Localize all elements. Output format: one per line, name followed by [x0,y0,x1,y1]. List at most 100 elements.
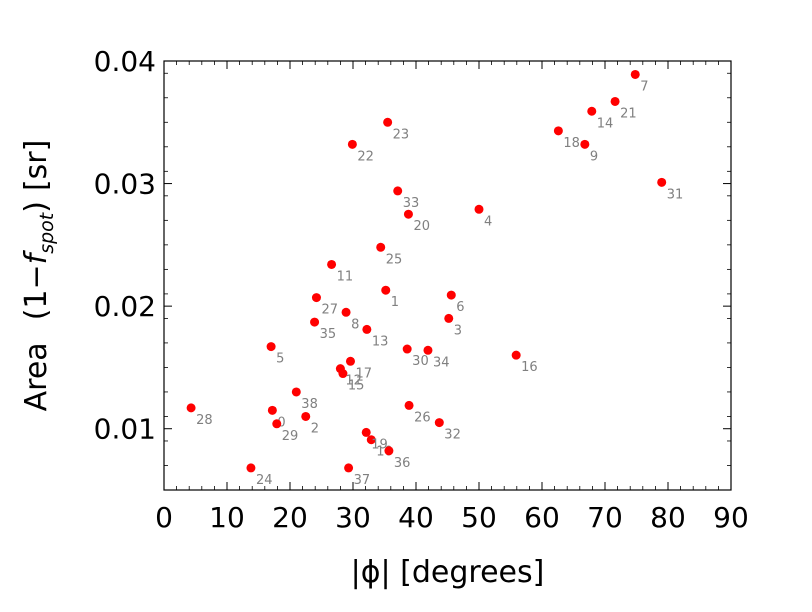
y-tick-label: 0.04 [94,45,156,78]
data-point [610,96,620,106]
y-axis-title: Area(1−fspot)[sr] [19,140,58,412]
data-point [344,463,354,473]
y-axis-title-sub: spot [36,211,58,254]
point-label: 32 [444,428,461,443]
x-tick-label: 80 [650,501,686,534]
x-tick-label: 50 [461,501,497,534]
point-label: 5 [276,352,284,367]
point-label: 12 [345,374,362,389]
data-point [341,307,351,317]
x-tick-label: 0 [155,501,173,534]
data-point [186,403,196,413]
y-axis-title-prefix: Area [19,342,54,411]
data-points: 0123456789101112131415161718192021222324… [186,69,684,488]
point-label: 31 [667,187,684,202]
point-label: 14 [597,116,614,131]
data-point [327,259,337,269]
point-label: 26 [414,410,431,425]
point-label: 29 [282,429,299,444]
point-label: 25 [386,252,403,267]
data-point [383,117,393,127]
plot-frame [163,60,732,491]
data-point [474,204,484,214]
x-tick-label: 20 [272,501,308,534]
point-label: 9 [590,149,598,164]
data-point [404,400,414,410]
data-point [267,405,277,415]
point-label: 21 [620,106,637,121]
point-label: 15 [348,379,365,394]
point-label: 13 [372,334,389,349]
y-tick-label: 0.01 [94,413,156,446]
data-point [423,345,433,355]
x-axis-title: |ϕ| [degrees] [351,555,545,590]
x-tick-label: 60 [524,501,560,534]
data-point [366,435,376,445]
data-point [338,369,348,379]
point-label: 16 [521,360,538,375]
data-point [444,313,454,323]
data-point [347,139,357,149]
y-tick-label: 0.03 [94,168,156,201]
point-label: 34 [433,355,450,370]
data-point [446,290,456,300]
point-label: 28 [196,413,213,428]
data-point [434,418,444,428]
data-point [310,317,320,327]
point-label: 6 [456,300,464,315]
point-label: 3 [454,323,462,338]
point-label: 27 [321,303,338,318]
data-point [587,106,597,116]
data-point [511,350,521,360]
data-point [393,186,403,196]
x-tick-label: 30 [335,501,371,534]
data-point [311,293,321,303]
data-point [246,463,256,473]
data-point [403,209,413,219]
point-label: 33 [403,196,420,211]
x-tick-label: 40 [398,501,434,534]
data-point [291,387,301,397]
point-label: 17 [355,366,372,381]
data-point [580,139,590,149]
point-label: 18 [563,136,580,151]
y-axis-title-suffix: [sr] [19,140,54,191]
data-point [272,419,282,429]
point-label: 1 [391,295,399,310]
data-point [553,126,563,136]
y-tick-label: 0.02 [94,290,156,323]
x-tick-label: 90 [713,501,749,534]
data-point [630,69,640,79]
point-label: 24 [256,473,273,488]
point-label: 35 [320,327,337,342]
point-label: 4 [484,214,492,229]
data-point [362,324,372,334]
x-axis-ticks: 0 10 20 30 40 50 60 70 80 90 [155,61,749,534]
data-point [345,356,355,366]
point-label: 7 [640,79,648,94]
point-label: 2 [311,421,319,436]
point-label: 8 [351,317,359,332]
x-tick-label: 10 [209,501,245,534]
point-label: 19 [371,437,388,452]
data-point [657,177,667,187]
point-label: 11 [337,269,354,284]
data-point [376,242,386,252]
y-axis-ticks: 0.01 0.02 0.03 0.04 [94,45,731,466]
point-label: 36 [394,456,411,471]
point-label: 22 [357,149,374,164]
data-point [402,344,412,354]
point-label: 23 [393,127,410,142]
data-point [381,285,391,295]
point-label: 38 [301,397,318,412]
x-tick-label: 70 [587,501,623,534]
y-axis-title-close: ) [19,201,54,213]
point-label: 20 [413,219,430,234]
point-label: 37 [354,473,371,488]
point-label: 30 [412,354,429,369]
data-point [266,342,276,352]
data-point [301,411,311,421]
data-point [384,446,394,456]
data-point [361,427,371,437]
